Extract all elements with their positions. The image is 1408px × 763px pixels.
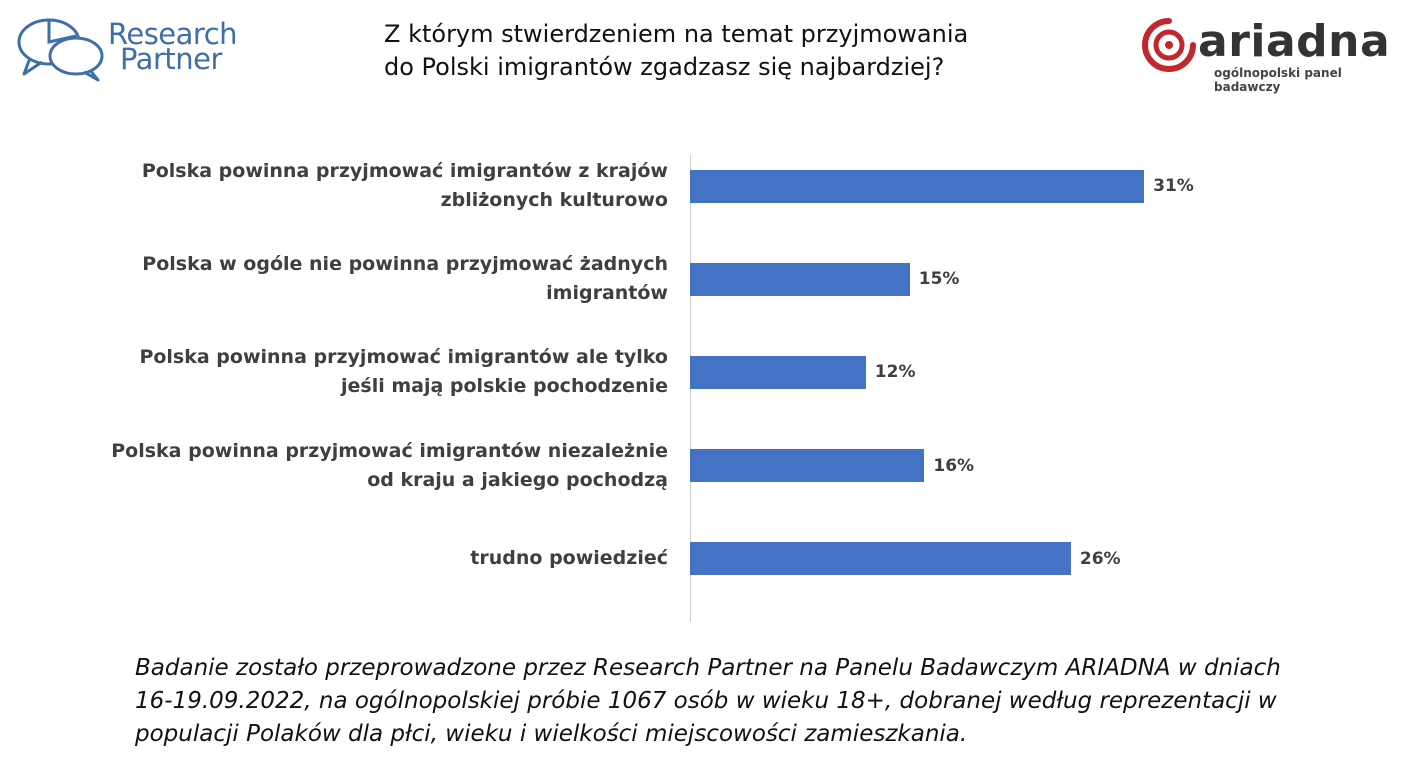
ariadna-logo-tagline: ogólnopolski panel badawczy bbox=[1214, 66, 1342, 94]
footnote-line: 16-19.09.2022, na ogólnopolskiej próbie … bbox=[135, 688, 1277, 714]
category-label-line: zbliżonych kulturowo bbox=[440, 189, 668, 211]
category-label-line: imigrantów bbox=[546, 282, 668, 305]
data-label: 15% bbox=[918, 269, 960, 290]
data-label: 12% bbox=[874, 362, 916, 383]
research-partner-logo: Research Partner bbox=[16, 14, 238, 82]
category-label-line: Polska powinna przyjmować imigrantów nie… bbox=[111, 439, 668, 462]
footnote: Badanie zostało przeprowadzone przez Res… bbox=[135, 652, 1375, 751]
footnote-line: Badanie zostało przeprowadzone przez Res… bbox=[135, 655, 1281, 681]
category-label-line: Polska powinna przyjmować imigrantów z k… bbox=[141, 160, 668, 182]
data-label: 16% bbox=[933, 455, 975, 476]
chart-title-line: do Polski imigrantów zgadzasz się najbar… bbox=[384, 53, 945, 81]
category-label-line: trudno powiedzieć bbox=[470, 547, 668, 570]
category-label: Polska powinna przyjmować imigrantów z k… bbox=[108, 157, 668, 215]
research-partner-logo-line1: Research bbox=[108, 17, 238, 51]
data-label: 26% bbox=[1079, 548, 1121, 569]
footnote-line: populacji Polaków dla płci, wieku i wiel… bbox=[135, 721, 968, 747]
bar-chart: 31% Polska powinna przyjmować imigrantów … bbox=[0, 140, 1408, 630]
category-label: Polska powinna przyjmować imigrantów ale… bbox=[108, 343, 668, 401]
chart-title: Z którym stwierdzeniem na temat przyjmow… bbox=[384, 18, 1004, 84]
ariadna-logo-word: ariadna bbox=[1198, 16, 1391, 67]
category-label: Polska w ogóle nie powinna przyjmować ża… bbox=[108, 250, 668, 308]
bar bbox=[690, 449, 925, 483]
category-label-line: Polska powinna przyjmować imigrantów ale… bbox=[139, 346, 668, 369]
ariadna-logo: ariadna ogólnopolski panel badawczy bbox=[1138, 14, 1398, 94]
category-label-line: od kraju a jakiego pochodzą bbox=[367, 468, 668, 491]
category-label: Polska powinna przyjmować imigrantów nie… bbox=[108, 437, 668, 495]
chart-title-line: Z którym stwierdzeniem na temat przyjmow… bbox=[384, 20, 969, 48]
bar bbox=[690, 262, 910, 296]
data-label: 31% bbox=[1153, 176, 1194, 196]
ariadna-spiral-icon bbox=[1142, 18, 1196, 72]
research-partner-logo-line2: Partner bbox=[120, 42, 222, 76]
bar bbox=[690, 542, 1071, 576]
bar bbox=[690, 355, 866, 389]
bar bbox=[690, 169, 1145, 203]
category-label-line: jeśli mają polskie pochodzenie bbox=[340, 375, 668, 398]
category-label-line: Polska w ogóle nie powinna przyjmować ża… bbox=[142, 253, 668, 276]
category-label: trudno powiedzieć bbox=[108, 544, 668, 573]
speech-bubbles-icon bbox=[17, 18, 104, 82]
